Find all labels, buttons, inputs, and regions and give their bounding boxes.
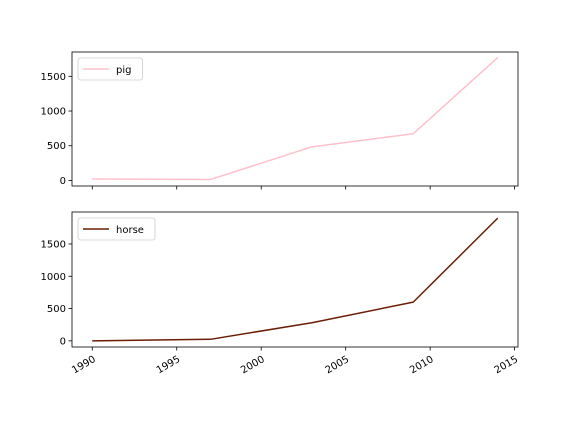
subplot-2: 0 500 1000 1500 1990 1995 2000 2005 2010 2015 hors… — [41, 211, 521, 376]
subplot-1: 0 500 1000 1500 pig — [41, 51, 519, 190]
legend-box — [77, 57, 143, 81]
y-tick-label: 0 — [60, 176, 66, 187]
series-line-pig — [92, 56, 499, 181]
x-tick-label: 1995 — [155, 354, 183, 376]
legend: pig — [77, 57, 143, 81]
series-line-horse — [92, 217, 499, 342]
x-tick-label: 2010 — [408, 354, 436, 376]
x-tick-label: 1990 — [70, 354, 98, 376]
legend-label-pig: pig — [116, 65, 131, 76]
x-tick-label: 2005 — [324, 354, 352, 376]
y-tick-label: 1500 — [41, 72, 66, 83]
legend-label-horse: horse — [116, 225, 144, 236]
y-tick-label: 1000 — [41, 107, 66, 118]
y-tick-label: 1000 — [41, 272, 66, 283]
legend: horse — [77, 217, 156, 241]
axes-frame — [71, 51, 519, 187]
y-tick-label: 0 — [60, 336, 66, 347]
axes-frame — [71, 211, 519, 348]
y-tick-label: 500 — [47, 304, 66, 315]
y-tick-label: 500 — [47, 141, 66, 152]
x-tick-label: 2000 — [239, 354, 267, 376]
x-tick-label: 2015 — [493, 354, 521, 376]
y-tick-label: 1500 — [41, 239, 66, 250]
legend-box — [77, 217, 156, 241]
